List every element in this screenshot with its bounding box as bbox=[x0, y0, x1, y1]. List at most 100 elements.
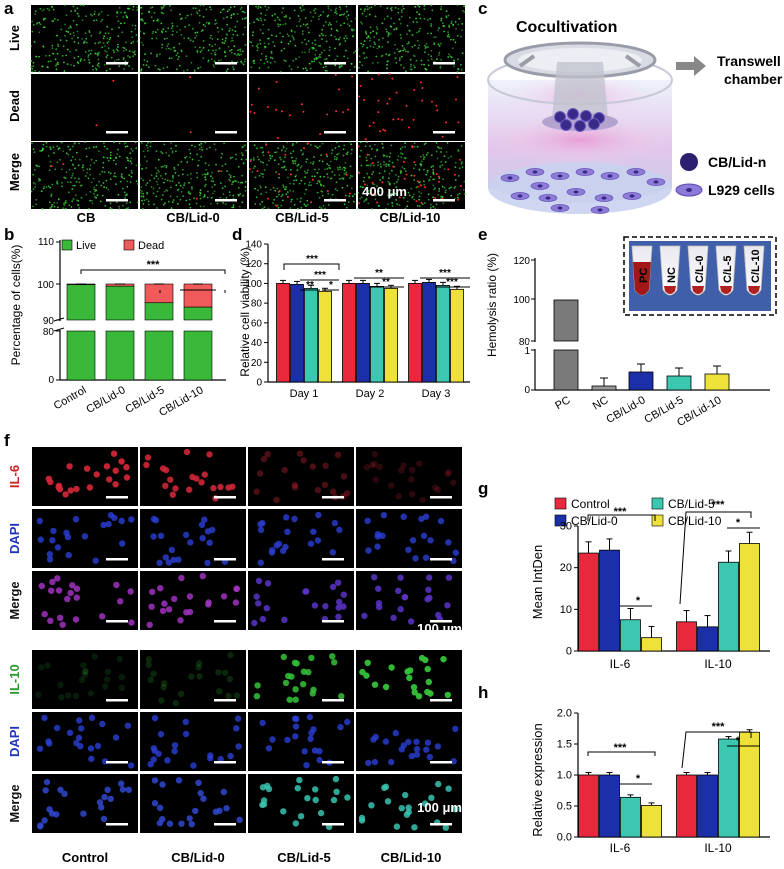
live-cell bbox=[233, 5, 236, 8]
live-cell bbox=[204, 25, 207, 28]
live-cell bbox=[447, 157, 450, 160]
live-cell bbox=[116, 11, 118, 13]
cell-nucleus bbox=[38, 664, 45, 671]
live-cell bbox=[202, 15, 205, 18]
live-cell bbox=[299, 166, 302, 169]
live-cell bbox=[189, 156, 192, 159]
bar bbox=[450, 288, 464, 383]
live-cell bbox=[42, 147, 45, 150]
live-cell bbox=[32, 61, 35, 64]
live-cell bbox=[186, 161, 189, 164]
live-cell bbox=[390, 33, 392, 35]
live-cell bbox=[454, 161, 457, 164]
live-cell bbox=[56, 52, 59, 55]
chart-b-legend: Live Dead bbox=[61, 239, 164, 252]
live-cell bbox=[258, 174, 261, 177]
cell-nucleus bbox=[113, 581, 120, 589]
live-cell bbox=[54, 58, 57, 60]
live-cell bbox=[335, 158, 338, 161]
scale-bar bbox=[214, 761, 236, 764]
bar bbox=[628, 371, 654, 391]
live-cell bbox=[312, 16, 315, 18]
live-cell bbox=[365, 159, 368, 162]
dead-cell bbox=[278, 173, 280, 176]
micrograph-tile bbox=[356, 774, 462, 833]
live-cell bbox=[216, 38, 219, 40]
live-cell bbox=[88, 168, 91, 171]
dead-cell bbox=[363, 99, 366, 101]
live-cell bbox=[171, 25, 174, 27]
live-cell bbox=[410, 65, 412, 68]
panel-letter-f: f bbox=[4, 431, 10, 450]
chart-b-ylabel: Percentage of cells(%) bbox=[9, 245, 23, 366]
live-cell bbox=[420, 59, 423, 62]
live-cell bbox=[387, 203, 389, 206]
tube-icon bbox=[743, 245, 765, 296]
live-cell bbox=[361, 64, 364, 67]
live-cell bbox=[269, 157, 272, 160]
live-cell bbox=[320, 51, 323, 54]
live-cell bbox=[277, 193, 280, 196]
cell-nucleus bbox=[257, 521, 264, 528]
live-cell bbox=[188, 24, 191, 27]
live-cell bbox=[426, 32, 429, 35]
f-row-label: DAPI bbox=[7, 523, 22, 554]
live-cell bbox=[326, 168, 329, 170]
live-cell bbox=[303, 193, 306, 195]
live-cell bbox=[456, 194, 459, 196]
cell-nucleus bbox=[375, 600, 383, 607]
cell-nucleus bbox=[432, 484, 439, 491]
live-cell bbox=[168, 154, 170, 157]
live-cell bbox=[330, 23, 332, 26]
live-cell bbox=[260, 53, 263, 55]
live-cell bbox=[75, 181, 78, 183]
live-cell bbox=[135, 147, 138, 150]
cell-nucleus bbox=[88, 755, 95, 762]
scale-bar bbox=[433, 131, 455, 134]
cell-nucleus bbox=[251, 619, 258, 627]
cell-nucleus bbox=[310, 528, 317, 535]
live-cell bbox=[282, 35, 284, 38]
live-cell bbox=[71, 188, 74, 191]
cell-nucleus bbox=[80, 662, 87, 669]
chart-e-ytick-1: 1 bbox=[524, 346, 530, 357]
bar bbox=[718, 561, 739, 652]
live-cell bbox=[175, 150, 177, 153]
live-cell bbox=[305, 161, 307, 163]
live-cell bbox=[70, 64, 72, 66]
live-cell bbox=[334, 47, 336, 50]
live-cell bbox=[226, 68, 229, 71]
live-cell bbox=[213, 183, 216, 186]
live-cell bbox=[337, 38, 340, 41]
cell-nucleus bbox=[162, 482, 169, 489]
live-cell bbox=[392, 192, 395, 195]
live-cell bbox=[115, 48, 118, 51]
live-cell bbox=[306, 200, 309, 202]
live-cell bbox=[167, 27, 170, 30]
live-cell bbox=[352, 51, 355, 54]
live-cell bbox=[369, 32, 372, 34]
live-cell bbox=[140, 41, 143, 44]
live-cell bbox=[45, 55, 47, 57]
live-cell bbox=[143, 32, 146, 35]
live-cell bbox=[334, 155, 336, 158]
cell-nucleus bbox=[103, 676, 111, 683]
cell-nucleus bbox=[281, 616, 288, 623]
cell-nucleus bbox=[607, 174, 613, 178]
live-cell bbox=[61, 55, 64, 57]
live-cell bbox=[180, 49, 183, 52]
live-cell bbox=[153, 203, 156, 206]
live-cell bbox=[172, 199, 175, 201]
live-cell bbox=[210, 175, 212, 178]
live-cell bbox=[430, 55, 432, 57]
cell-nucleus bbox=[269, 736, 276, 743]
live-cell bbox=[416, 11, 418, 14]
live-cell bbox=[385, 53, 388, 55]
live-cell bbox=[157, 158, 160, 161]
live-cell bbox=[360, 164, 363, 167]
live-cell bbox=[205, 169, 207, 171]
live-cell bbox=[179, 13, 181, 16]
live-cell bbox=[69, 50, 71, 53]
live-cell bbox=[280, 41, 283, 44]
live-cell bbox=[298, 20, 301, 23]
